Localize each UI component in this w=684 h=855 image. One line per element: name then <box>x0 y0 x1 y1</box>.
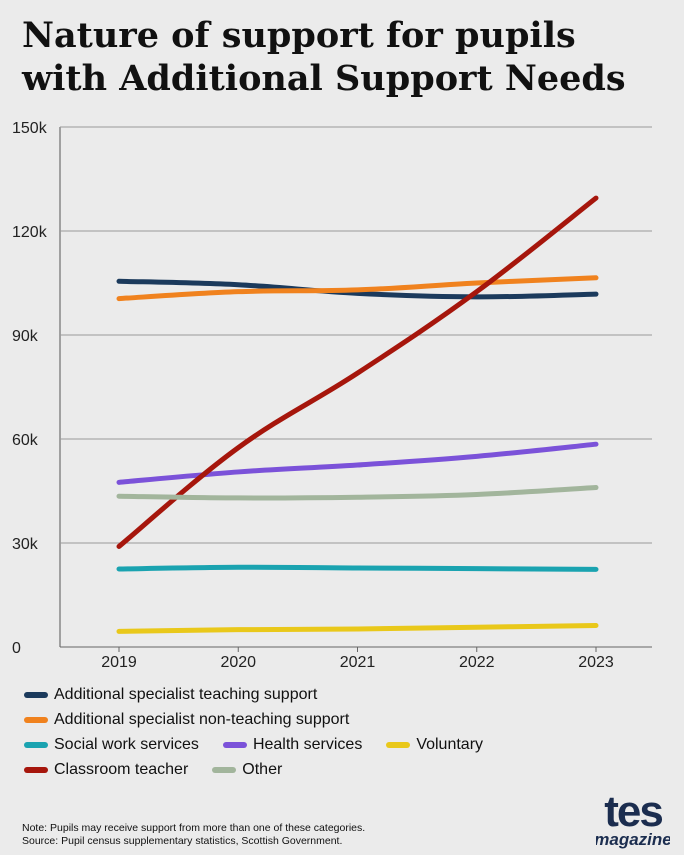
y-tick-label: 150k <box>12 120 48 137</box>
source-text: Source: Pupil census supplementary stati… <box>22 835 343 847</box>
legend-swatch <box>386 741 411 748</box>
series-line-social-work-services <box>116 564 599 572</box>
legend-label: Voluntary <box>416 735 484 753</box>
legend-row: Additional specialist teaching support <box>24 682 664 707</box>
series-lines <box>116 195 599 634</box>
legend-item: Health services <box>222 735 363 754</box>
logo-wordmark: tes <box>604 788 662 836</box>
legend-swatch <box>24 741 48 748</box>
x-tick-label: 2020 <box>220 654 256 671</box>
legend-swatch <box>212 766 237 773</box>
chart-notes: Note: Pupils may receive support from mo… <box>22 822 365 848</box>
y-tick-label: 90k <box>12 328 39 345</box>
series-line-other <box>116 485 599 501</box>
y-tick-label: 0 <box>12 640 21 657</box>
legend-label: Health services <box>252 735 363 753</box>
series-line-voluntary <box>116 623 599 634</box>
x-axis-ticks: 2019 2020 2021 2022 2023 <box>101 647 614 671</box>
series-line-additional-specialist-teaching-support <box>116 278 599 300</box>
legend-label: Other <box>242 760 283 778</box>
legend-item: Social work services <box>24 736 199 754</box>
legend-item: Other <box>212 761 282 779</box>
legend-item: Additional specialist teaching support <box>24 686 317 704</box>
series-line-additional-specialist-non-teaching-support <box>116 275 599 302</box>
legend-item: Classroom teacher <box>24 761 188 779</box>
series-line-classroom-teacher <box>116 195 599 549</box>
y-tick-label: 30k <box>12 536 39 553</box>
line-chart: 0 30k 60k 90k 120k 150k 2019 2020 2021 2022 2023 <box>12 120 652 671</box>
x-tick-label: 2023 <box>578 654 614 671</box>
legend-item: Additional specialist non-teaching suppo… <box>24 711 349 729</box>
x-tick-label: 2019 <box>101 654 137 671</box>
chart-title-line-2: with Additional Support Needs <box>22 58 626 99</box>
x-tick-label: 2021 <box>340 654 376 671</box>
chart-title-line-1: Nature of support for pupils <box>22 15 576 56</box>
y-axis-ticks: 0 30k 60k 90k 120k 150k <box>12 120 48 657</box>
x-tick-label: 2022 <box>459 654 495 671</box>
series-line-health-services <box>116 441 599 485</box>
tes-logo: tes magazine <box>596 788 670 849</box>
logo-subtitle: magazine <box>596 830 670 849</box>
legend-item: Voluntary <box>386 736 483 754</box>
legend: Additional specialist teaching support Ad… <box>24 682 664 782</box>
chart-title: Nature of support for pupils with Additi… <box>22 14 662 100</box>
legend-swatch <box>24 691 48 698</box>
legend-label: Additional specialist non-teaching suppo… <box>54 710 350 728</box>
legend-row: Additional specialist non-teaching suppo… <box>24 707 664 732</box>
legend-swatch <box>24 766 48 773</box>
legend-label: Classroom teacher <box>54 760 189 778</box>
y-tick-label: 120k <box>12 224 48 241</box>
legend-label: Additional specialist teaching support <box>54 685 318 703</box>
note-text: Note: Pupils may receive support from mo… <box>22 822 366 834</box>
legend-label: Social work services <box>54 735 199 753</box>
legend-swatch <box>222 741 247 748</box>
legend-swatch <box>24 716 48 723</box>
legend-row: Social work services Health services Volun… <box>24 732 664 757</box>
y-tick-label: 60k <box>12 432 39 449</box>
legend-row: Classroom teacher Other <box>24 757 664 782</box>
